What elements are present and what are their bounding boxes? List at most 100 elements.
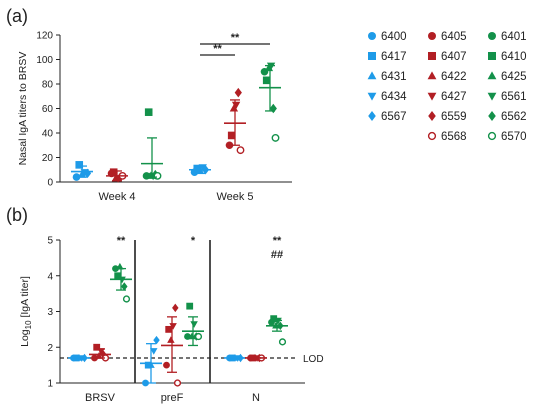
legend-label: 6568 <box>441 131 467 143</box>
legend-item: 6410 <box>488 51 527 63</box>
a-y-tick-label: 60 <box>42 104 54 115</box>
b-x-tick-label: N <box>252 392 260 404</box>
a-y-tick-label: 0 <box>47 178 53 189</box>
legend-square-blue-icon <box>368 52 376 60</box>
b-annotation: ** <box>273 235 282 247</box>
b-point-green-square <box>186 302 194 310</box>
b-point-blue-triangle-down <box>150 348 158 355</box>
b-x-tick-label: preF <box>161 392 184 404</box>
legend-label: 6431 <box>381 71 407 83</box>
legend-item: 6567 <box>368 111 407 123</box>
a-y-tick-label: 80 <box>42 80 54 91</box>
a-y-tick-label: 20 <box>42 153 54 164</box>
b-annotation: ** <box>117 235 126 247</box>
a-point-blue-square <box>193 164 202 173</box>
a-point-red-triangle-down <box>231 101 241 110</box>
b-point-red-circle <box>163 361 170 369</box>
b-point-red-triangle-up <box>95 352 103 359</box>
b-point-blue-diamond <box>153 335 160 345</box>
a-point-green-square <box>144 108 153 116</box>
legend-triangle-down-red-icon <box>427 92 437 101</box>
legend-triangle-down-green-icon <box>487 92 497 101</box>
b-point-green-triangle-down <box>190 321 198 328</box>
legend-triangle-up-blue-icon <box>367 71 377 80</box>
a-point-red-circle-open <box>236 146 245 155</box>
legend-item: 6405 <box>428 31 467 43</box>
legend-triangle-up-red-icon <box>427 71 437 80</box>
b-y-label-subscript: 10 <box>24 320 33 329</box>
legend-triangle-down-blue-icon <box>367 92 377 101</box>
legend-diamond-blue-icon <box>368 111 376 121</box>
legend-item: 6425 <box>487 71 527 83</box>
legend-label: 6407 <box>441 51 467 63</box>
b-y-tick-label: 2 <box>47 343 53 354</box>
a-point-blue-square <box>75 161 84 169</box>
b-point-red-diamond <box>172 303 179 313</box>
legend-item: 6427 <box>427 91 467 103</box>
b-point-green-triangle-up <box>188 332 196 340</box>
legend-diamond-green-icon <box>488 111 496 121</box>
legend-circle-blue-icon <box>368 32 376 40</box>
b-x-tick-label: BRSV <box>85 392 116 404</box>
a-point-green-circle-open <box>271 133 280 142</box>
legend-item: 6422 <box>427 71 467 83</box>
b-y-label-prefix: Log <box>19 329 31 347</box>
b-point-red-square <box>93 343 101 351</box>
legend: 6400 6417 6431 6434 6567 6405 6407 6422 6427 6559… <box>367 31 527 143</box>
legend-label: 6570 <box>501 131 527 143</box>
b-point-red-circle-open <box>173 379 182 387</box>
a-x-tick-label: Week 4 <box>98 191 135 203</box>
b-annotation: ## <box>271 249 283 261</box>
b-annotation: * <box>191 235 196 247</box>
a-point-red-square <box>109 168 118 176</box>
legend-item: 6417 <box>368 51 407 63</box>
legend-item: 6407 <box>428 51 467 63</box>
b-point-red-square <box>165 325 173 333</box>
legend-circle-open-red-icon <box>427 131 437 141</box>
b-point-green-circle-open <box>278 338 287 346</box>
b-point-green-circle-open <box>122 295 131 303</box>
b-point-blue-square <box>144 361 152 369</box>
legend-item: 6561 <box>487 91 527 103</box>
chart-a: 0 20 40 60 80 100 120 Nasal IgA titers to BRSV W… <box>17 31 292 203</box>
b-point-red-triangle-down <box>97 348 105 355</box>
a-point-blue-circle <box>72 173 81 181</box>
legend-square-red-icon <box>428 52 436 60</box>
legend-circle-open-green-icon <box>487 131 497 141</box>
panel-a-label: (a) <box>6 6 28 26</box>
legend-diamond-red-icon <box>428 111 436 121</box>
legend-label: 6562 <box>501 111 527 123</box>
a-y-axis-label: Nasal IgA titers to BRSV <box>17 52 29 166</box>
a-point-green-diamond <box>269 103 277 114</box>
a-point-green-circle-open <box>153 171 162 180</box>
legend-label: 6567 <box>381 111 407 123</box>
a-y-tick-label: 100 <box>36 55 53 66</box>
a-y-tick-label: 120 <box>36 31 53 42</box>
a-point-green-triangle-down <box>266 62 276 70</box>
b-y-tick-label: 1 <box>47 379 53 390</box>
a-significance-label: ** <box>213 43 222 55</box>
legend-label: 6422 <box>441 71 467 83</box>
a-point-red-diamond <box>234 87 242 98</box>
a-y-tick-label: 40 <box>42 129 54 140</box>
b-point-red-triangle-down <box>169 323 177 330</box>
b-y-axis-label: Log10 [IgA titer] <box>19 276 33 347</box>
legend-label: 6434 <box>381 91 407 103</box>
b-point-green-circle-open <box>194 332 203 341</box>
legend-label: 6425 <box>501 71 527 83</box>
legend-circle-green-icon <box>488 32 496 40</box>
legend-item: 6568 <box>427 131 467 143</box>
legend-circle-red-icon <box>428 32 436 40</box>
b-point-red-triangle-up <box>167 336 175 343</box>
legend-item: 6562 <box>488 111 527 123</box>
legend-label: 6417 <box>381 51 407 63</box>
legend-item: 6400 <box>368 31 407 43</box>
a-point-green-square <box>262 76 271 85</box>
legend-label: 6410 <box>501 51 527 63</box>
b-lod-label: LOD <box>303 354 324 365</box>
panel-b-label: (b) <box>6 205 28 225</box>
b-point-green-circle <box>112 265 119 272</box>
legend-label: 6400 <box>381 31 407 43</box>
